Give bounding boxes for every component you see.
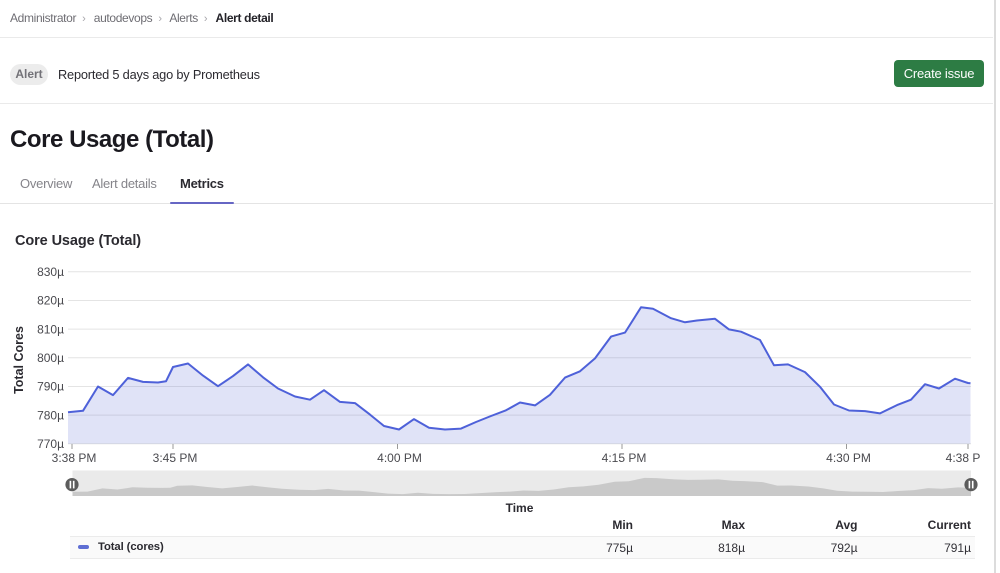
svg-text:770µ: 770µ — [37, 437, 64, 451]
svg-text:4:30 PM: 4:30 PM — [826, 451, 871, 465]
svg-text:Total Cores: Total Cores — [12, 326, 26, 394]
svg-text:3:45 PM: 3:45 PM — [153, 451, 198, 465]
svg-text:4:15 PM: 4:15 PM — [602, 451, 647, 465]
svg-text:810µ: 810µ — [37, 322, 64, 336]
svg-text:4:00 PM: 4:00 PM — [377, 451, 422, 465]
svg-text:830µ: 830µ — [37, 265, 64, 279]
svg-text:Time: Time — [506, 501, 534, 515]
svg-text:800µ: 800µ — [37, 351, 64, 365]
svg-text:780µ: 780µ — [37, 408, 64, 422]
svg-text:4:38 PM: 4:38 PM — [946, 451, 991, 465]
svg-text:790µ: 790µ — [37, 380, 64, 394]
svg-text:3:38 PM: 3:38 PM — [52, 451, 97, 465]
svg-text:820µ: 820µ — [37, 294, 64, 308]
